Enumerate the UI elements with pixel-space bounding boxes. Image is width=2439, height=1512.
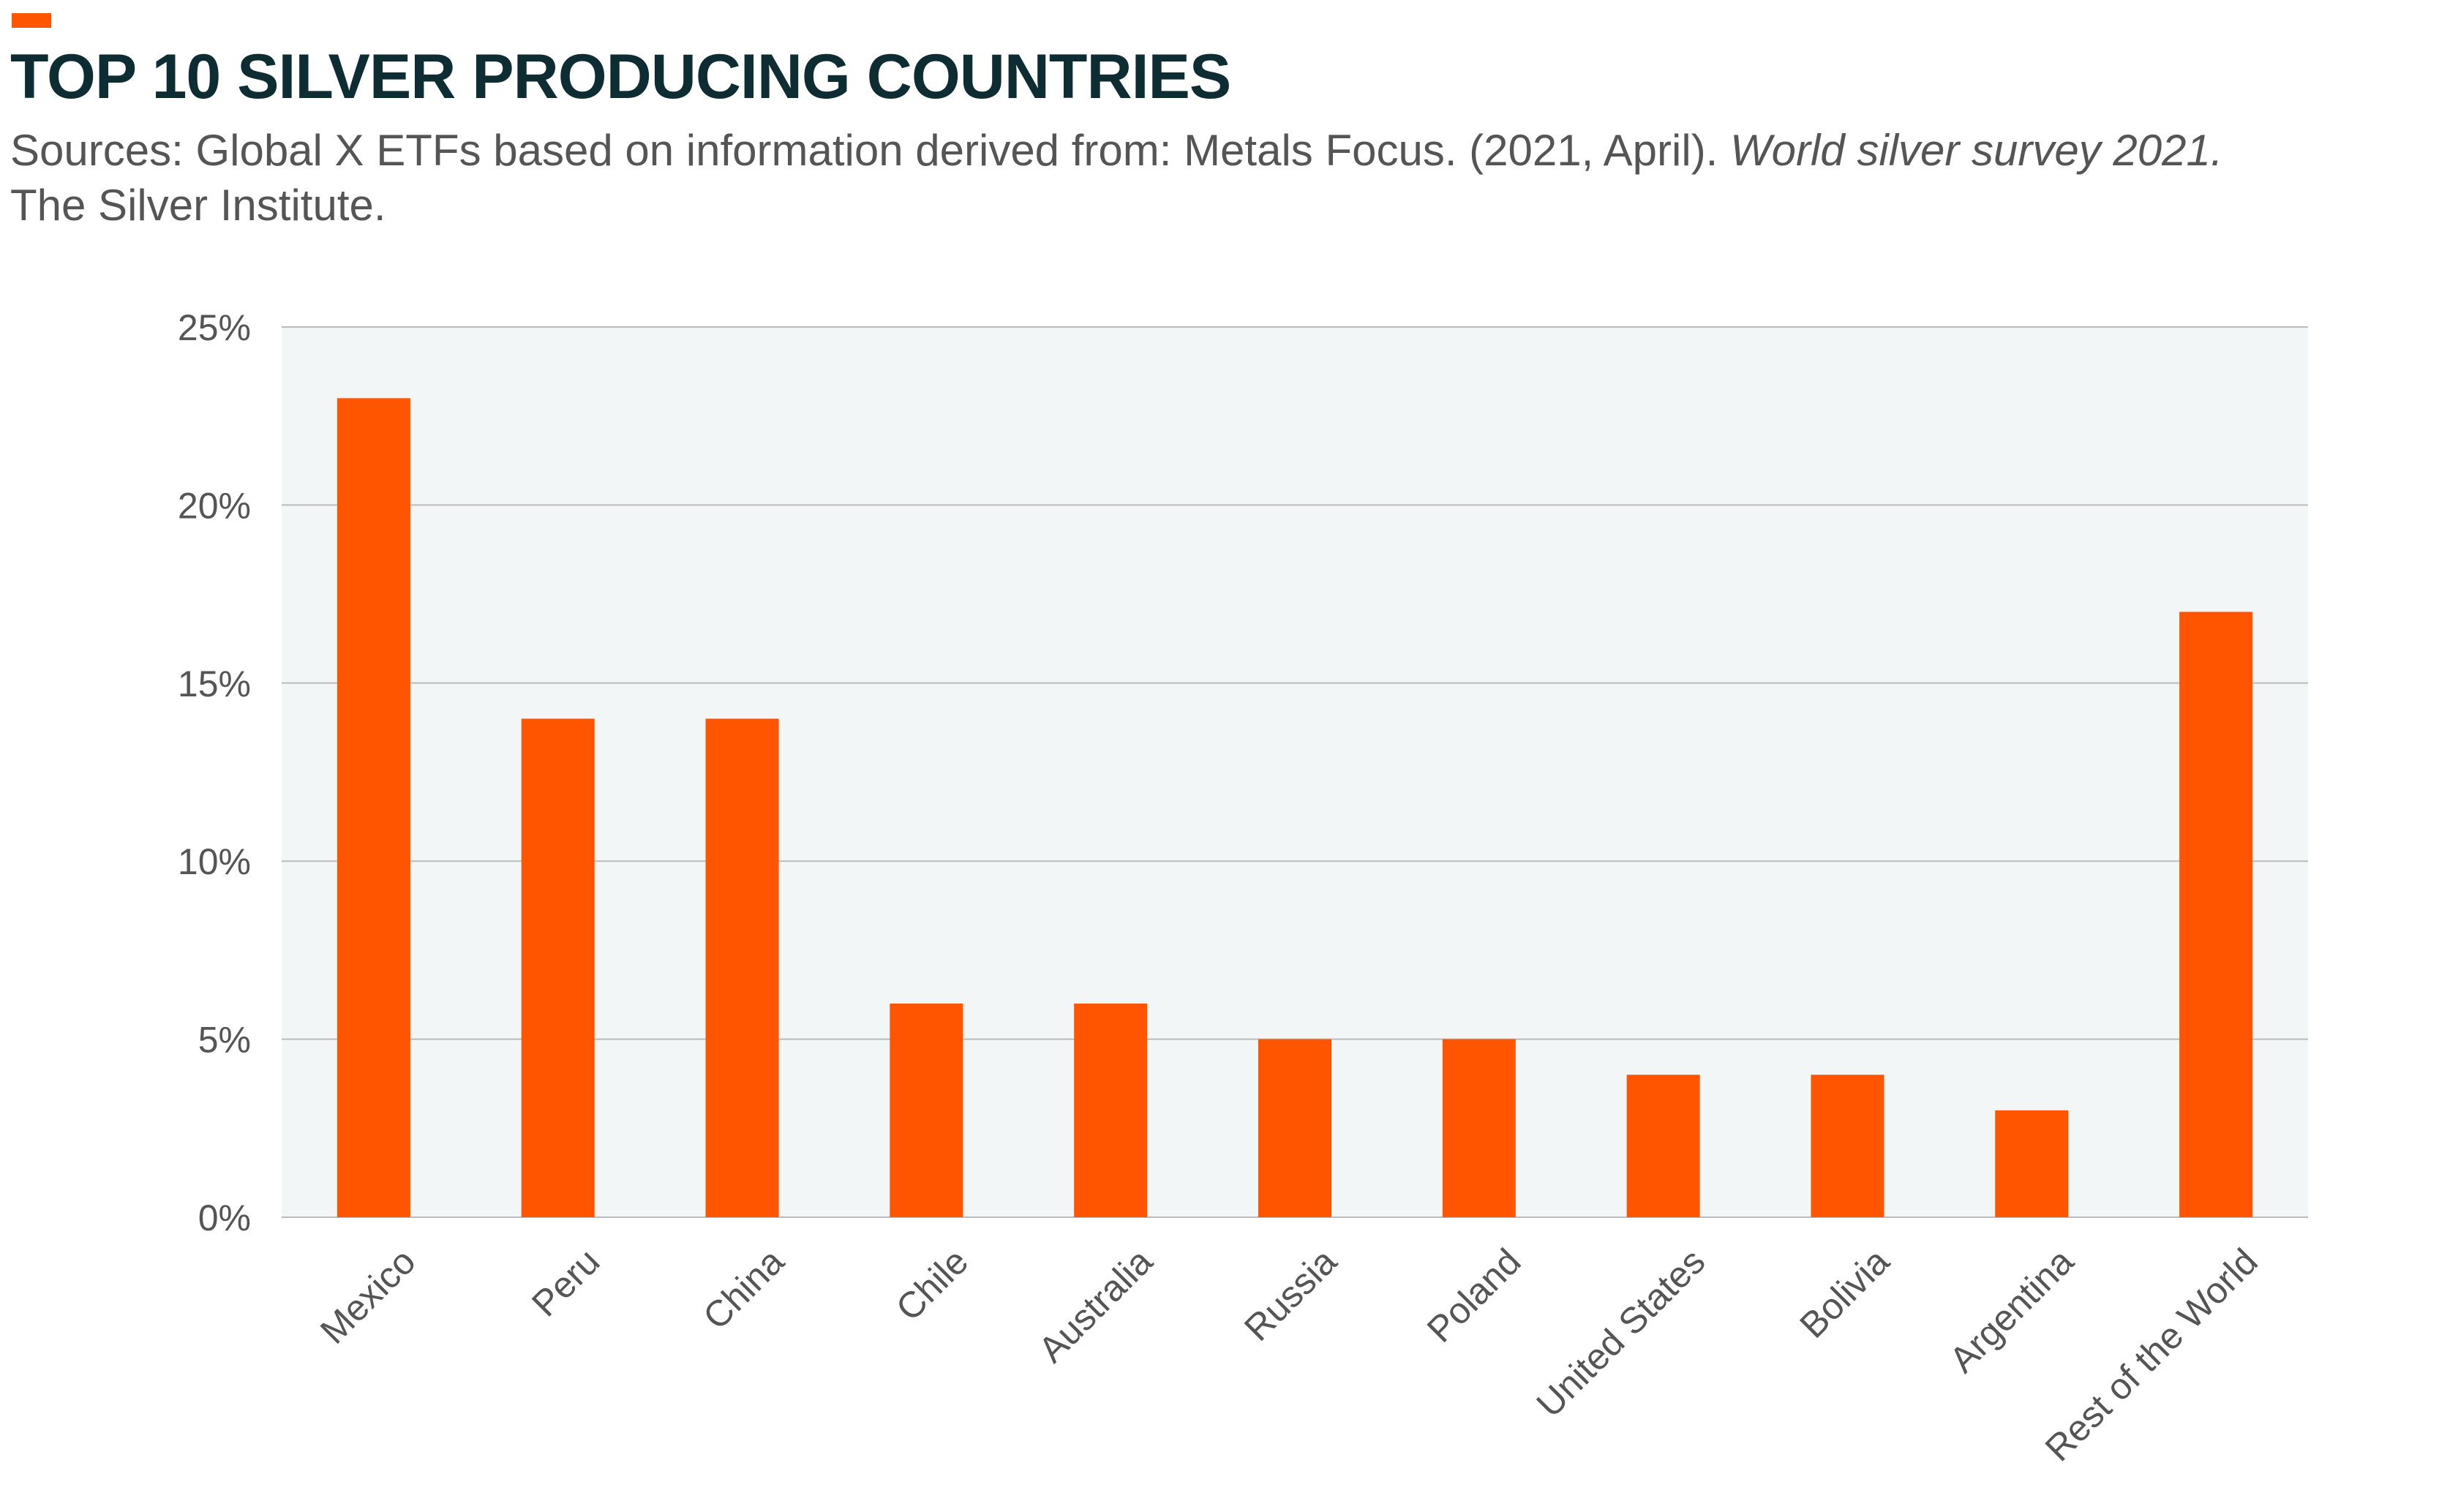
bar <box>1074 1003 1148 1217</box>
source-line2: The Silver Institute. <box>10 181 386 230</box>
bar <box>1811 1075 1884 1217</box>
bar <box>1626 1075 1700 1217</box>
y-tick-label: 15% <box>178 663 251 704</box>
x-tick-label: Chile <box>888 1241 976 1328</box>
y-tick-label: 5% <box>198 1020 251 1061</box>
chart-title: TOP 10 SILVER PRODUCING COUNTRIES <box>10 42 1231 112</box>
accent-bar <box>12 13 51 28</box>
x-tick-label: United States <box>1529 1241 1713 1425</box>
source-italic: World silver survey 2021. <box>1730 126 2223 175</box>
x-tick-label: China <box>695 1241 792 1337</box>
bar <box>1258 1039 1331 1217</box>
bar <box>1442 1039 1516 1217</box>
bar <box>337 398 410 1217</box>
bar <box>2179 612 2253 1217</box>
bar <box>705 718 779 1217</box>
x-tick-label: Russia <box>1236 1241 1345 1349</box>
y-tick-label: 25% <box>178 307 251 348</box>
source-note: Sources: Global X ETFs based on informat… <box>10 123 2388 233</box>
y-tick-label: 0% <box>198 1197 251 1238</box>
y-tick-label: 20% <box>178 485 251 526</box>
x-tick-label: Peru <box>524 1241 607 1324</box>
x-tick-label: Mexico <box>312 1241 424 1352</box>
bar <box>1995 1110 2069 1217</box>
y-tick-label: 10% <box>178 841 251 882</box>
x-tick-label: Poland <box>1419 1241 1529 1350</box>
x-tick-label: Argentina <box>1942 1241 2081 1380</box>
source-text: Sources: Global X ETFs based on informat… <box>10 126 1731 175</box>
bar <box>890 1003 963 1217</box>
x-tick-label: Bolivia <box>1792 1241 1897 1346</box>
x-tick-label: Australia <box>1031 1241 1160 1370</box>
bar <box>521 718 595 1217</box>
